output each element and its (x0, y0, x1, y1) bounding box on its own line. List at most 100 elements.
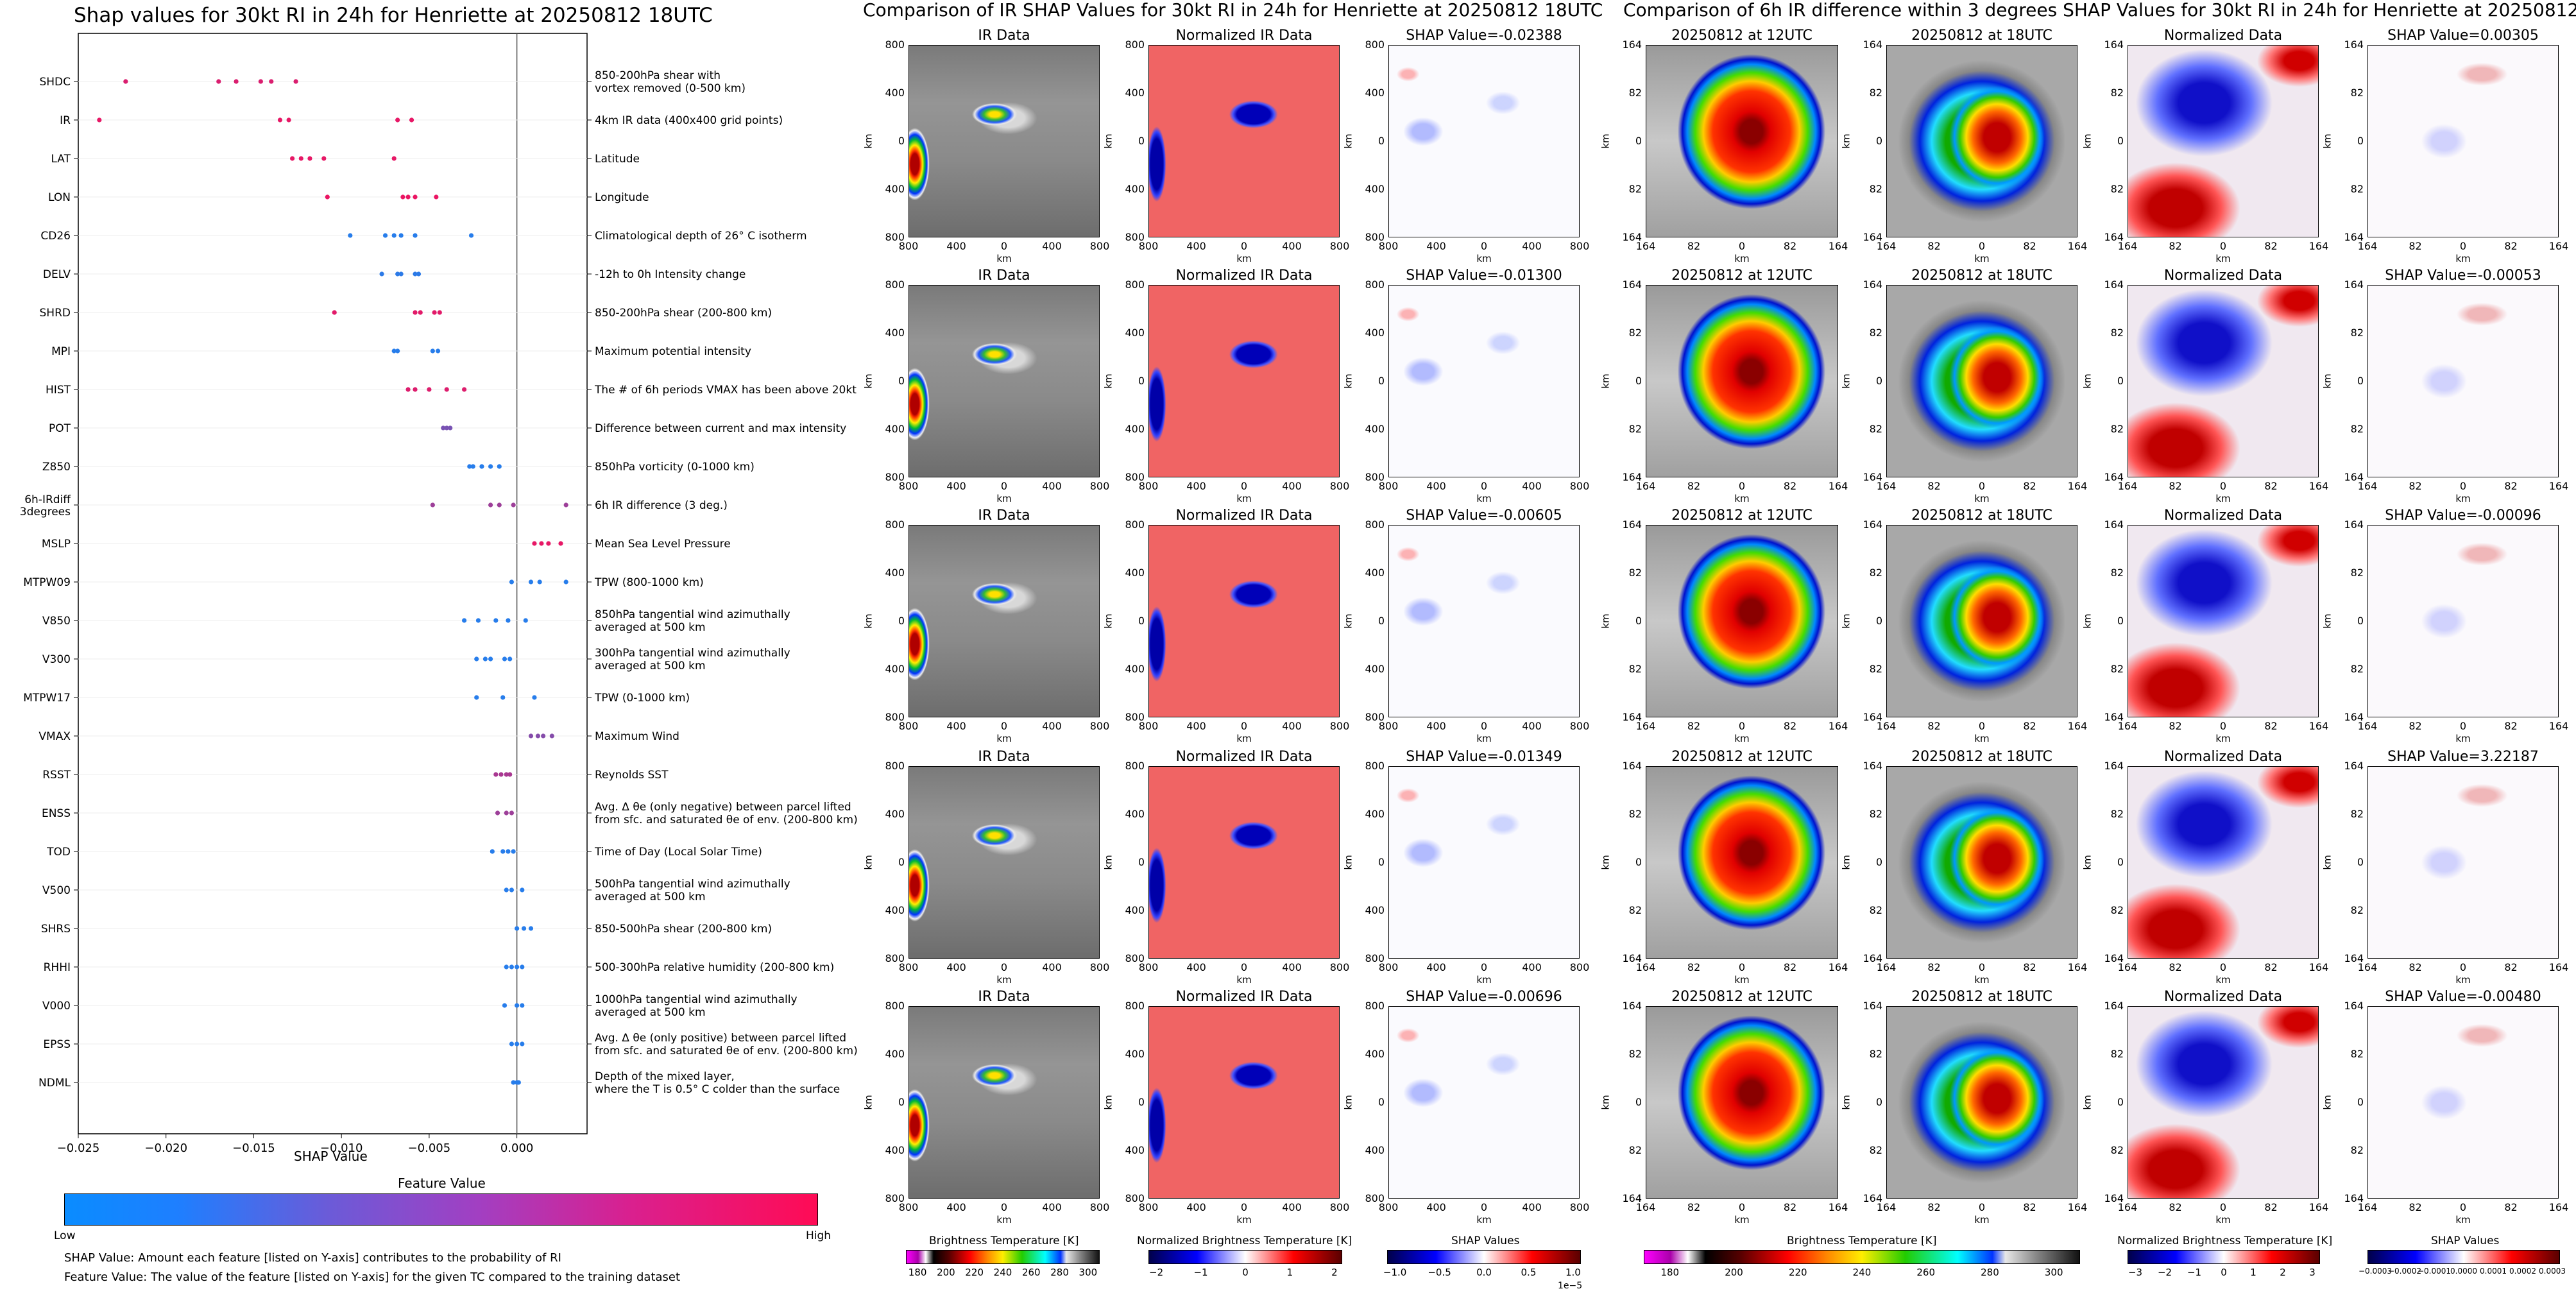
normalized-diff-panel-x-tick-label: 164 (2117, 1201, 2138, 1213)
normalized-ir-panel-x-tick-label: 400 (1282, 720, 1302, 732)
shap-feature-label: SHRD (40, 307, 71, 320)
ir18-panel-x-tick-label: 0 (1978, 1201, 1986, 1213)
ir-shap-panel-y-tick-label: 0 (1378, 615, 1385, 627)
shap-point (509, 810, 515, 816)
ir-shap-panel-x-tick-label: 800 (1569, 961, 1590, 973)
shap-point (398, 233, 404, 238)
ir-shap-panel-y-tick-label: 400 (1365, 904, 1385, 916)
ir-shap-panel-y-tick-label: 0 (1378, 1096, 1385, 1108)
shap-x-tick-label: −0.010 (320, 1141, 363, 1155)
shap-feature-description: Mean Sea Level Pressure (595, 538, 731, 551)
shap-point (509, 579, 515, 585)
sv-colorbar-exponent: 1e−5 (1558, 1281, 1583, 1291)
diff-shap-panel-x-tick-label: 0 (2459, 1201, 2467, 1213)
diff-shap-panel-title: SHAP Value=3.22187 (2387, 749, 2539, 765)
ir-shap-panel-x-tick-label: 400 (1426, 1201, 1446, 1213)
bt-colorbar-tick: 260 (1021, 1267, 1041, 1278)
shap-point (269, 79, 274, 84)
ir-shap-panel-y-tick-label: 800 (1365, 38, 1385, 51)
normalized-ir-panel-y-axis-label: km (1102, 855, 1114, 870)
ir-shap-panel-title: SHAP Value=-0.01300 (1406, 268, 1562, 284)
shap-feature-label: RHHI (44, 961, 71, 974)
ir18-panel-x-axis-label: km (1974, 1214, 1990, 1226)
bt2-colorbar-tick: 180 (1660, 1267, 1680, 1278)
ir-panel-x-tick-label: 800 (1089, 961, 1110, 973)
ir12-panel-y-axis-label: km (1599, 133, 1612, 149)
shap-point (413, 387, 418, 392)
ir18-panel-y-tick-label: 164 (1863, 471, 1882, 483)
normalized-diff-panel-x-tick-label: 82 (2169, 240, 2182, 252)
ir-panel-y-tick-label: 800 (885, 471, 905, 483)
ir18-panel-y-tick-label: 0 (1875, 615, 1882, 627)
normalized-diff-panel-x-tick-label: 164 (2117, 480, 2138, 492)
shap-point (430, 348, 435, 354)
feature-value-low: Low (54, 1229, 76, 1242)
nbt-colorbar-tick: −2 (1149, 1267, 1164, 1278)
ir12-panel-y-tick-label: 82 (1628, 87, 1642, 99)
ir-panel-y-tick-label: 800 (885, 952, 905, 964)
ir-panel-x-tick-label: 0 (1000, 1201, 1008, 1213)
normalized-ir-panel-y-axis-label: km (1102, 373, 1114, 389)
ir18-panel-y-tick-label: 0 (1875, 375, 1882, 387)
ir18-panel-y-axis-label: km (1840, 133, 1852, 149)
shap-feature-label: MSLP (42, 538, 71, 551)
ir18-panel-x-tick-label: 82 (2023, 240, 2036, 252)
shap-point (395, 271, 400, 277)
sv-colorbar-tick: −0.5 (1428, 1267, 1451, 1278)
shap-feature-description: 850hPa tangential wind azimuthally averag… (595, 608, 790, 634)
normalized-ir-panel-x-tick-label: 800 (1329, 961, 1350, 973)
ir12-panel-x-axis-label: km (1734, 1214, 1750, 1226)
normalized-diff-panel-y-tick-label: 0 (2117, 615, 2124, 627)
shap-feature-label: V500 (42, 884, 71, 897)
ir12-panel-x-tick-label: 82 (1783, 480, 1797, 492)
sv2-colorbar-tick: −0.0001 (2417, 1267, 2452, 1276)
shap-feature-description: Difference between current and max inten… (595, 422, 846, 435)
ir18-panel-x-axis-label: km (1974, 733, 1990, 744)
sv2-colorbar-tick: −0.0003 (2358, 1267, 2393, 1276)
normalized-diff-panel-y-tick-label: 164 (2104, 278, 2124, 291)
ir-shap-panel-x-tick-label: 400 (1522, 1201, 1542, 1213)
nbt-colorbar-tick: 0 (1242, 1267, 1249, 1278)
ir-panel-x-axis-label: km (996, 733, 1012, 744)
normalized-ir-panel-y-tick-label: 800 (1125, 760, 1145, 772)
shap-point (504, 887, 509, 893)
normalized-ir-panel-x-axis-label: km (1236, 974, 1252, 986)
ir-shap-panel-x-axis-label: km (1476, 493, 1492, 504)
normalized-diff-panel-y-axis-label: km (2081, 133, 2094, 149)
ir18-panel-x-tick-label: 164 (1876, 240, 1897, 252)
ir18-panel-x-tick-label: 0 (1978, 240, 1986, 252)
shap-scatter-svg: −0.025 −0.020 −0.015 −0.010 −0.005 0.000 SHDC… (20, 33, 858, 1155)
diff-shap-panel-y-axis-label: km (2321, 133, 2333, 149)
ir-panel-y-axis-label: km (862, 613, 874, 629)
ir-panel-title: IR Data (978, 28, 1030, 44)
normalized-diff-panel-x-axis-label: km (2215, 733, 2231, 744)
shap-feature-description: Longitude (595, 191, 649, 204)
shap-feature-label: MPI (51, 345, 71, 358)
shap-feature-label: MTPW09 (23, 576, 71, 589)
diff-shap-panel-y-tick-label: 82 (2350, 808, 2364, 820)
normalized-ir-panel-y-tick-label: 800 (1125, 711, 1145, 723)
bt-colorbar-tick: 240 (993, 1267, 1012, 1278)
ir-shap-panel-x-tick-label: 400 (1522, 961, 1542, 973)
ir12-panel-title: 20250812 at 12UTC (1671, 989, 1813, 1005)
shap-point (277, 117, 283, 123)
shap-point (515, 1003, 520, 1008)
normalized-diff-panel-x-tick-label: 164 (2308, 961, 2329, 973)
shap-point (290, 156, 295, 161)
normalized-ir-panel-title: Normalized IR Data (1175, 989, 1313, 1005)
normalized-diff-panel (2128, 45, 2319, 237)
ir12-panel-x-tick-label: 164 (1828, 1201, 1848, 1213)
shap-feature-description: Avg. Δ θe (only positive) between parcel… (595, 1032, 858, 1057)
bt2-colorbar-tick: 240 (1852, 1267, 1872, 1278)
normalized-ir-panel-y-tick-label: 400 (1125, 327, 1145, 339)
sv-colorbar-tick: 0.0 (1476, 1267, 1492, 1278)
ir12-panel-y-tick-label: 82 (1628, 567, 1642, 579)
ir12-panel-x-tick-label: 82 (1783, 961, 1797, 973)
ir12-panel (1646, 285, 1838, 477)
ir-shap-panel-x-tick-label: 400 (1426, 720, 1446, 732)
ir-shap-panel-x-tick-label: 0 (1480, 240, 1488, 252)
shap-point (474, 656, 479, 662)
ir18-panel-y-axis-label: km (1840, 855, 1852, 870)
normalized-ir-panel-y-tick-label: 800 (1125, 471, 1145, 483)
ir-shap-panel-title: SHAP Value=-0.01349 (1406, 749, 1562, 765)
